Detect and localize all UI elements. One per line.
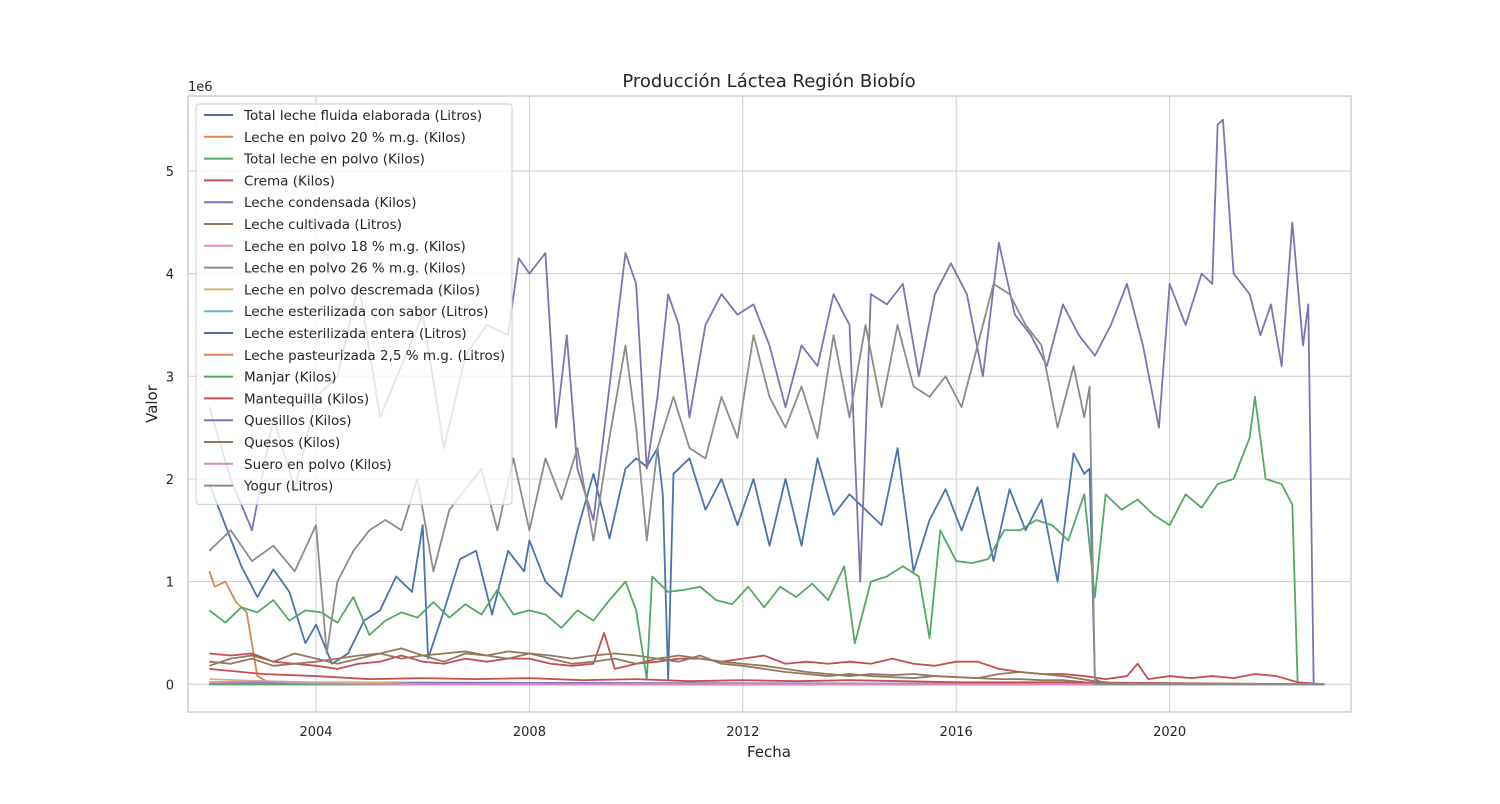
legend-label: Leche en polvo 20 % m.g. (Kilos) [244,130,466,146]
y-tick-label: 4 [166,268,174,283]
legend-label: Suero en polvo (Kilos) [244,457,392,473]
plot-frame [187,95,1352,713]
legend-label: Total leche fluida elaborada (Litros) [243,108,482,124]
series-line-0 [208,447,1325,686]
legend-label: Quesos (Kilos) [244,435,340,451]
y-tick-label: 0 [166,678,174,693]
legend-label: Yogur (Litros) [243,479,333,495]
y-tick-label: 2 [166,473,174,488]
series-line-15 [209,650,1325,686]
legend-label: Leche cultivada (Litros) [244,217,402,233]
legend-label: Total leche en polvo (Kilos) [243,152,425,168]
legend-label: Manjar (Kilos) [244,370,337,386]
legend-box [195,103,513,505]
series-line-17 [208,282,1325,686]
chart-title: Producción Láctea Región Biobío [622,71,915,92]
series-line-3 [209,632,1325,686]
series-line-13 [209,667,1325,686]
series-lines [208,118,1325,686]
legend-label: Leche esterilizada con sabor (Litros) [244,304,489,320]
series-line-16 [209,680,1325,686]
legend-label: Leche en polvo 18 % m.g. (Kilos) [244,239,466,255]
y-axis-label: Valor [143,384,161,423]
legend-label: Crema (Kilos) [244,173,335,189]
x-tick-label: 2012 [726,725,759,740]
legend-label: Leche condensada (Kilos) [244,195,416,211]
x-tick-label: 2008 [513,725,546,740]
legend: Total leche fluida elaborada (Litros) Lec… [195,103,513,505]
series-line-2 [208,395,1325,686]
x-axis-label: Fecha [747,743,791,761]
x-tick-label: 2016 [940,725,973,740]
legend-label: Leche en polvo descremada (Kilos) [244,282,480,298]
legend-label: Leche pasteurizada 2,5 % m.g. (Litros) [244,348,505,364]
x-tick-label: 2020 [1153,725,1186,740]
y-tick-label: 3 [166,370,174,385]
legend-label: Mantequilla (Kilos) [244,391,369,407]
legend-label: Leche esterilizada entera (Litros) [244,326,467,342]
x-tick-label: 2004 [299,725,332,740]
tick-labels: 2004 2008 2012 2016 2020 0 1 2 3 4 5 [166,165,1186,740]
legend-label: Leche en polvo 26 % m.g. (Kilos) [244,261,466,277]
legend-label: Quesillos (Kilos) [244,413,352,429]
y-axis-multiplier: 1e6 [188,80,213,95]
y-tick-label: 5 [166,165,174,180]
y-tick-label: 1 [166,576,174,591]
